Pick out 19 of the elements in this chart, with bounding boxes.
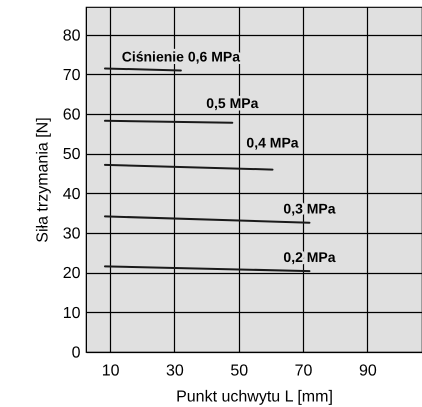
y-tick-label: 30 xyxy=(62,226,81,243)
series-label: 0,3 MPa xyxy=(283,200,336,217)
y-axis-title: Siła trzymania [N] xyxy=(34,117,52,243)
y-tick-label: 10 xyxy=(62,304,81,322)
series-label: 0,4 MPa xyxy=(246,134,299,151)
y-tick-label: 20 xyxy=(62,265,81,282)
y-tick-label: 50 xyxy=(62,146,81,164)
x-tick-label: 30 xyxy=(166,362,184,380)
y-tick-label: 70 xyxy=(62,66,81,84)
y-tick-label: 40 xyxy=(62,186,81,203)
x-tick-label: 70 xyxy=(294,362,313,380)
x-tick-label: 10 xyxy=(102,362,120,380)
x-tick-label: 90 xyxy=(358,362,377,380)
y-tick-label: 0 xyxy=(72,344,81,362)
x-tick-label: 50 xyxy=(230,362,248,380)
x-axis-title: Punkt uchwytu L [mm] xyxy=(176,388,333,406)
series-label: 0,2 MPa xyxy=(283,249,336,266)
y-tick-label: 60 xyxy=(62,106,81,124)
y-tick-label: 80 xyxy=(62,27,81,44)
